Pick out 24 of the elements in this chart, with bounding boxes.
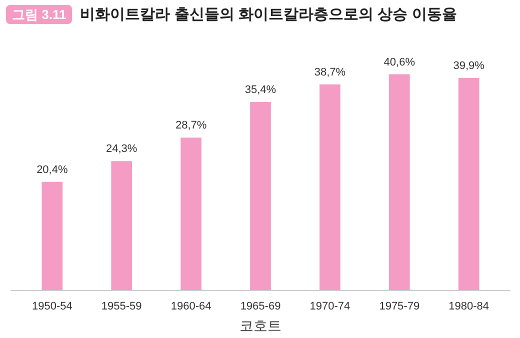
bar <box>111 161 132 290</box>
data-label: 40,6% <box>384 56 416 68</box>
x-tick-label: 1955-59 <box>101 300 142 312</box>
data-label: 38,7% <box>314 66 346 78</box>
data-label: 20,4% <box>36 164 68 176</box>
bar <box>388 74 410 290</box>
caption: 그림 3.11 <box>6 5 72 24</box>
bar <box>250 102 271 290</box>
bar <box>320 84 340 290</box>
bar <box>42 182 63 290</box>
x-tick-label: 1970-74 <box>310 300 350 312</box>
x-tick-label: 1950-54 <box>32 300 72 312</box>
x-tick-label: 1975-79 <box>379 300 420 312</box>
chart-title: 비화이트칼라 출신들의 화이트칼라층으로의 상승 이동율 <box>80 6 457 23</box>
data-label: 28,7% <box>175 120 207 132</box>
data-label: 24,3% <box>106 143 138 156</box>
x-tick-label: 1980-84 <box>448 300 490 312</box>
x-axis-title: 코호트 <box>240 318 282 334</box>
x-tick-label: 1960-64 <box>170 300 212 312</box>
data-label: 35,4% <box>244 84 276 96</box>
bar <box>458 78 480 290</box>
data-label: 39,9% <box>453 60 485 72</box>
x-tick-label: 1965-69 <box>240 300 281 312</box>
bar <box>180 138 202 290</box>
